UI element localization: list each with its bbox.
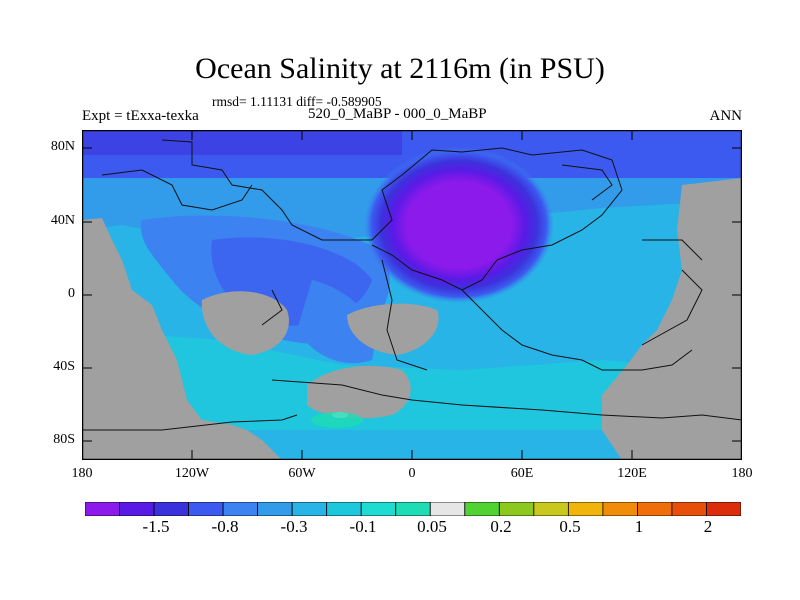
y-tick-label: 40N [50,213,75,228]
colorbar-swatch [706,502,741,516]
x-tick-label: 180 [731,466,753,481]
land-south-atlantic [347,303,439,355]
map-title: Ocean Salinity at 2116m (in PSU) [195,52,605,85]
colorbar-swatch [188,502,224,516]
x-tick-label: 60W [288,466,316,481]
land-masses [82,178,742,460]
colorbar-label: 2 [703,517,713,536]
y-tick-label: 80N [50,139,75,154]
colorbar-swatch [360,502,397,516]
colorbar-swatch [291,502,328,516]
colorbar-swatch [85,502,120,516]
southern-belt [82,330,742,430]
season-label: ANN [709,108,743,124]
x-tick-label: 0 [408,466,416,481]
colorbar-swatch [395,502,431,516]
land-west [82,218,282,460]
colorbar-label: -0.3 [280,517,308,536]
coastlines [82,139,742,431]
land-east [602,178,742,460]
colorbar-swatch [602,502,638,516]
colorbar-swatch [671,502,707,516]
x-tick-label: 120W [174,466,210,481]
x-tick-label: 120E [617,466,647,481]
colorbar-swatch [429,502,466,516]
stats-label: rmsd= 1.11131 diff= -0.589905 [212,94,382,109]
colorbar-swatch [257,502,293,516]
y-tick-label: 40S [53,359,75,374]
colorbar-label: -1.5 [142,517,170,536]
colorbar-swatch [119,502,155,516]
colorbar-swatch [567,502,604,516]
experiment-label: Expt = tExxa-texka [82,108,199,124]
colorbar-swatch [533,502,569,516]
land-south-pacific [201,291,289,355]
x-tick-label: 60E [510,466,534,481]
colorbar-label: 0.05 [417,517,447,536]
colorbar-swatch [498,502,535,516]
colorbar-label: 1 [634,517,644,536]
colorbar-swatch [637,502,673,516]
y-tick-label: 80S [53,432,75,447]
colorbar-label: -0.8 [211,517,239,536]
y-tick-label: 0 [68,286,75,301]
colorbar-swatch [222,502,259,516]
colorbar-swatch [464,502,500,516]
colorbar [85,502,741,516]
colorbar-label: -0.1 [349,517,377,536]
salinity-map [82,130,742,460]
colorbar-swatch [153,502,189,516]
land-antarctic [307,365,411,419]
colorbar-swatch [326,502,362,516]
axis-ticks [82,130,742,460]
colorbar-label: 0.5 [559,517,581,536]
period-label: 520_0_MaBP - 000_0_MaBP [308,106,487,122]
salinity-minimum [364,147,554,303]
colorbar-label: 0.2 [490,517,512,536]
x-tick-label: 180 [71,466,93,481]
